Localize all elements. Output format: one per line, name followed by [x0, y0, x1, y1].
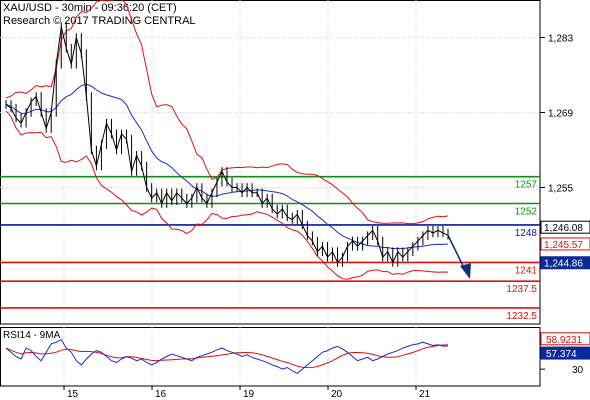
x-tick-label: 21: [419, 389, 431, 400]
price-tag-label: 1,246.08: [544, 223, 583, 234]
rsi-ma-line: [5, 344, 449, 369]
y-tick-label: 1,255: [548, 183, 573, 194]
y-tick-label: 1,269: [548, 108, 573, 119]
chart-copyright: Research © 2017 TRADING CENTRAL: [3, 15, 196, 27]
y-tick-label: 1,283: [548, 33, 573, 44]
rsi-value-tag-box: [540, 332, 590, 346]
level-label-1248: 1248: [515, 228, 538, 239]
price-tag-box: [540, 237, 590, 251]
x-tick-label: 15: [67, 389, 79, 400]
bollinger-upper-line: [5, 0, 449, 225]
price-tag-box: [540, 220, 590, 234]
price-tag-box: [540, 256, 590, 270]
x-tick-label: 19: [243, 389, 255, 400]
rsi-panel-frame: [0, 327, 541, 387]
level-label-1237-5: 1237.5: [506, 284, 537, 295]
forecast-arrow-head: [460, 263, 471, 279]
bollinger-lower-line: [5, 110, 449, 280]
level-label-1257: 1257: [515, 180, 538, 191]
rsi-title: RSI14 - 9MA: [3, 330, 61, 341]
moving-average-line: [5, 83, 449, 250]
price-tag-label: 1,245.57: [544, 240, 583, 251]
chart-title: XAU/USD - 30min - 09:36:20 (CET): [3, 2, 177, 14]
rsi-tick-label: 30: [572, 365, 584, 376]
price-tag-label: 1,244.86: [544, 259, 583, 270]
rsi-value-tag-label: 57.374: [546, 349, 577, 360]
x-tick-label: 20: [331, 389, 343, 400]
level-label-1252: 1252: [515, 207, 538, 218]
rsi-line: [5, 338, 448, 374]
rsi-value-tag-box: [540, 346, 590, 360]
price-panel-frame: [0, 0, 541, 325]
rsi-value-tag-label: 58.9231: [546, 335, 583, 346]
level-label-1241: 1241: [515, 265, 538, 276]
x-tick-label: 16: [155, 389, 167, 400]
price-line: [5, 26, 449, 264]
level-label-1232-5: 1232.5: [506, 311, 537, 322]
